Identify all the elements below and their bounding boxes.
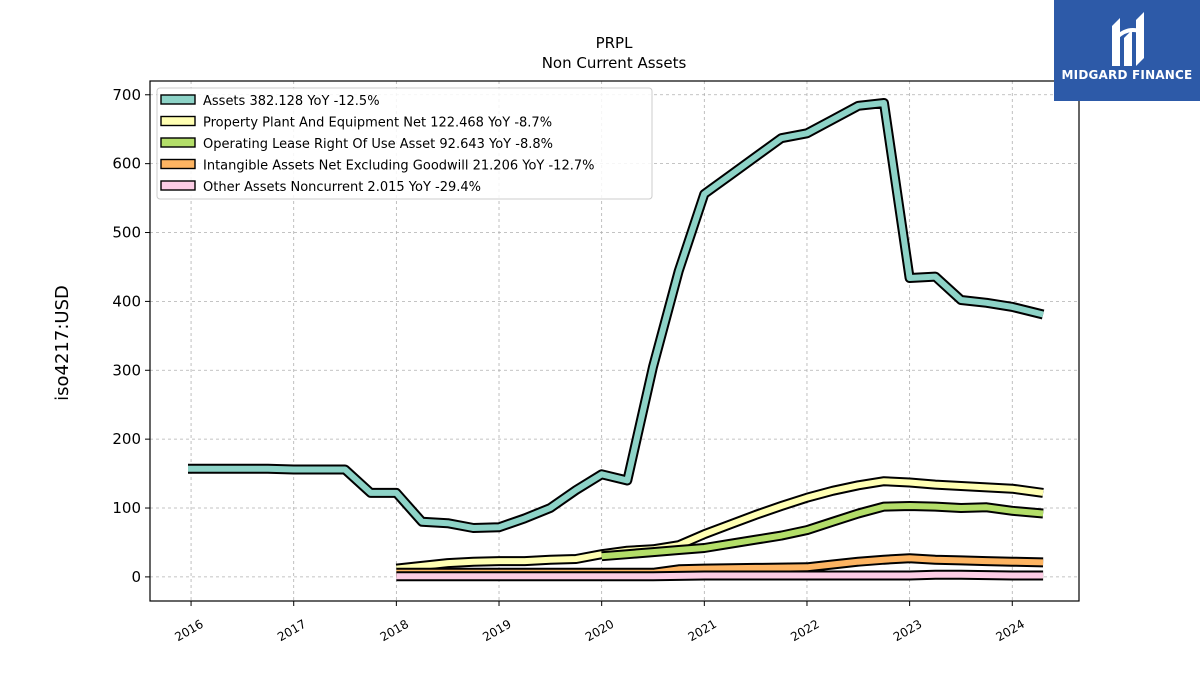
legend-swatch	[160, 158, 196, 170]
series-line-operating-lease-right-of-use-asset	[601, 503, 1044, 560]
y-tick-label: 600	[112, 155, 141, 173]
x-axis: 2016 2017 2018 2019 2020 2021 2022 2023 2024	[172, 601, 1027, 644]
chart-title: PRPL	[596, 34, 634, 52]
x-tick-label: 2020	[583, 617, 616, 644]
y-axis: 0 100 200 300 400 500 600 700	[112, 86, 150, 586]
legend-entry: Operating Lease Right Of Use Asset 92.64…	[203, 137, 553, 152]
y-tick-label: 200	[112, 430, 141, 448]
y-tick-label: 300	[112, 361, 141, 379]
plot-frame	[149, 80, 1080, 602]
y-tick-label: 100	[112, 499, 141, 517]
legend-swatch	[160, 94, 196, 105]
x-tick-label: 2022	[788, 617, 821, 644]
legend-entry: Other Assets Noncurrent 2.015 YoY -29.4%	[203, 180, 481, 195]
legend-entry: Intangible Assets Net Excluding Goodwill…	[203, 159, 594, 174]
series-line-assets	[188, 100, 1044, 531]
series-line-other-assets-noncurrent	[396, 571, 1044, 580]
legend-entry: Assets 382.128 YoY -12.5%	[203, 94, 380, 109]
legend-swatch	[160, 115, 196, 127]
x-tick-label: 2021	[686, 617, 719, 644]
x-tick-label: 2016	[172, 617, 205, 644]
chart-subtitle: Non Current Assets	[542, 54, 687, 72]
legend-box	[156, 87, 653, 200]
series-group	[188, 98, 1045, 582]
y-tick-label: 700	[112, 86, 141, 104]
legend-swatch	[160, 180, 196, 191]
x-tick-label: 2019	[480, 617, 513, 644]
legend: Assets 382.128 YoY -12.5% Property Plant …	[156, 87, 653, 200]
x-tick-label: 2017	[275, 617, 308, 644]
y-tick-label: 0	[131, 568, 141, 586]
y-axis-label: iso4217:USD	[52, 285, 73, 401]
brand-name: MIDGARD FINANCE	[1061, 68, 1193, 82]
y-tick-label: 500	[112, 224, 141, 242]
brand-mark-icon	[1112, 12, 1144, 66]
legend-swatch	[160, 137, 196, 148]
x-tick-label: 2018	[378, 617, 411, 644]
x-tick-label: 2023	[891, 617, 924, 644]
y-tick-label: 400	[112, 292, 141, 310]
x-tick-label: 2024	[994, 617, 1027, 644]
brand-logo: MIDGARD FINANCE	[1054, 0, 1200, 101]
series-line-property-plant-and-equipment-net	[396, 478, 1044, 572]
legend-entry: Property Plant And Equipment Net 122.468…	[203, 116, 552, 131]
